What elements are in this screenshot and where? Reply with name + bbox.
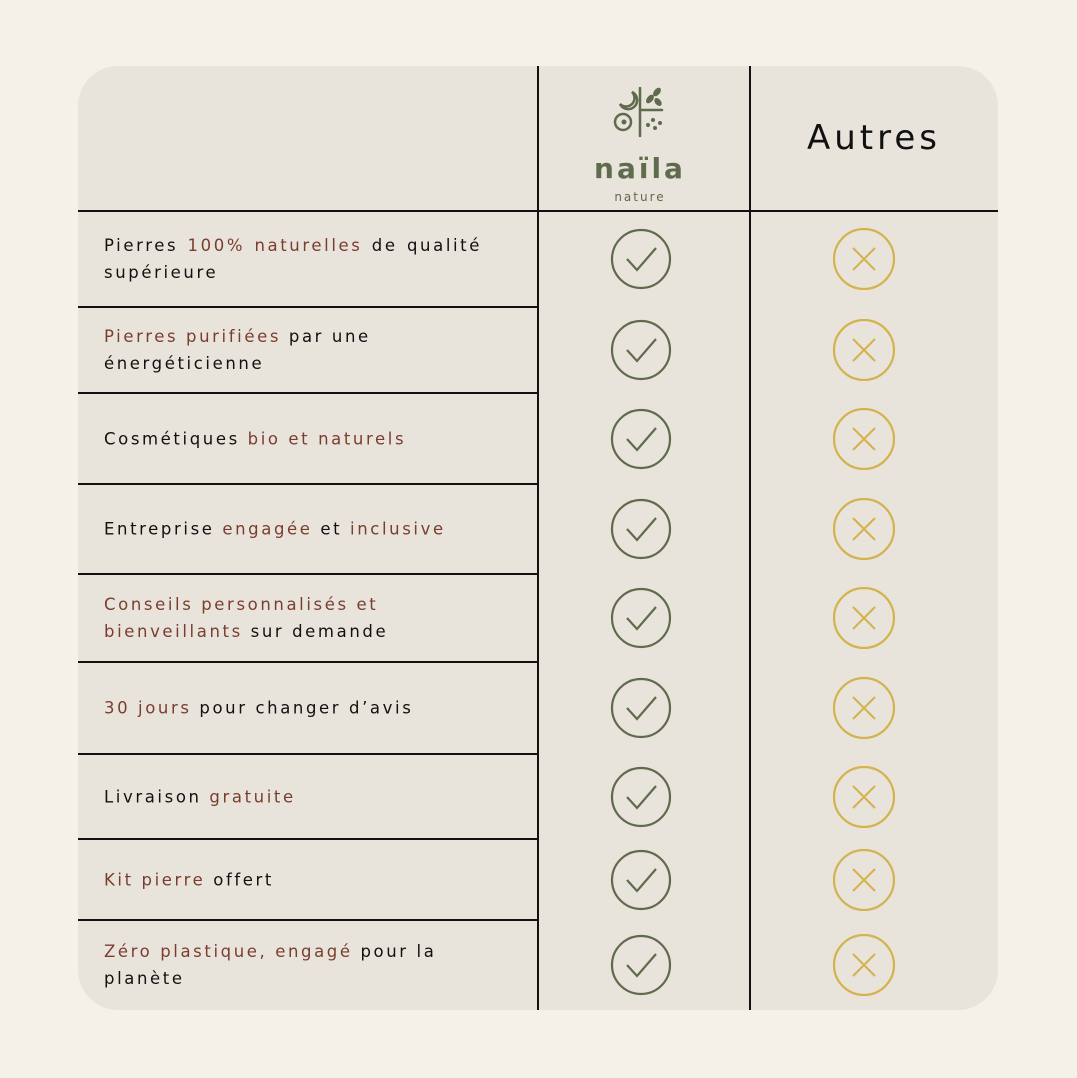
comparison-table: naïla nature Autres Pierres 100% naturel…	[78, 66, 998, 1010]
cross-icon	[832, 586, 896, 650]
highlighted-text: inclusive	[350, 519, 446, 539]
feature-text: pour la planète	[104, 942, 437, 988]
feature-label: 30 jours pour changer d’avis	[104, 695, 482, 722]
others-column-header: Autres	[806, 118, 941, 158]
cross-icon	[832, 848, 896, 911]
column-divider	[537, 66, 539, 1010]
table-row: Livraison gratuite	[78, 754, 998, 840]
highlighted-text: Conseils personnalisés et bienveillants	[104, 595, 379, 641]
feature-label: Entreprise engagée et inclusive	[104, 516, 482, 543]
cross-icon	[832, 407, 896, 470]
feature-text: Livraison	[104, 787, 210, 806]
row-divider	[78, 392, 538, 394]
feature-label: Cosmétiques bio et naturels	[104, 425, 482, 452]
highlighted-text: Kit pierre	[104, 870, 206, 889]
feature-text: de qualité supérieure	[104, 236, 483, 282]
row-divider	[78, 306, 538, 308]
feature-text: par une énergéticienne	[104, 327, 371, 373]
feature-text: Cosmétiques	[104, 429, 248, 448]
feature-text: sur demande	[242, 622, 389, 641]
logo-subtitle: nature	[614, 190, 666, 204]
highlighted-text: 30 jours	[104, 698, 192, 718]
check-icon	[610, 677, 672, 739]
table-row: Pierres purifiées par une énergéticienne	[78, 307, 998, 394]
highlighted-text: Zéro plastique, engagé	[104, 942, 353, 961]
table-row: Conseils personnalisés et bienveillants …	[78, 574, 998, 663]
row-divider	[78, 919, 538, 921]
check-icon	[610, 319, 672, 381]
feature-text: pour changer d’avis	[191, 698, 414, 718]
row-divider	[78, 573, 538, 575]
table-row: Zéro plastique, engagé pour la planète	[78, 920, 998, 1010]
table-row: Entreprise engagée et inclusive	[78, 484, 998, 575]
table-row: Kit pierre offert	[78, 839, 998, 921]
feature-label: Conseils personnalisés et bienveillants …	[104, 591, 482, 645]
column-divider	[749, 66, 751, 1010]
logo-wordmark: naïla	[594, 152, 686, 185]
highlighted-text: engagée	[222, 519, 313, 539]
highlighted-text: bio et naturels	[247, 429, 407, 448]
check-icon	[610, 934, 672, 996]
check-icon	[610, 498, 672, 560]
cross-icon	[832, 676, 896, 740]
check-icon	[610, 849, 672, 911]
highlighted-text: gratuite	[209, 787, 296, 806]
leaf-moon-logo-icon	[613, 86, 664, 138]
cross-icon	[832, 227, 896, 291]
cross-icon	[832, 497, 896, 561]
feature-label: Zéro plastique, engagé pour la planète	[104, 938, 482, 992]
row-divider	[78, 753, 538, 755]
cross-icon	[832, 318, 896, 382]
feature-text: Entreprise	[104, 519, 223, 539]
feature-label: Pierres 100% naturelles de qualité supér…	[104, 232, 482, 286]
feature-text: et	[312, 519, 351, 539]
check-icon	[610, 766, 672, 828]
naila-nature-logo: naïla nature	[540, 84, 740, 204]
table-row: 30 jours pour changer d’avis	[78, 662, 998, 755]
feature-text: offert	[205, 870, 274, 889]
feature-label: Kit pierre offert	[104, 866, 482, 893]
check-icon	[610, 408, 672, 470]
highlighted-text: Pierres purifiées	[104, 327, 282, 346]
table-row: Pierres 100% naturelles de qualité supér…	[78, 211, 998, 308]
feature-label: Pierres purifiées par une énergéticienne	[104, 323, 482, 377]
feature-text: Pierres	[104, 236, 188, 255]
row-divider	[78, 483, 538, 485]
row-divider	[78, 661, 538, 663]
header-divider	[78, 210, 998, 212]
check-icon	[610, 587, 672, 649]
feature-label: Livraison gratuite	[104, 783, 482, 810]
highlighted-text: 100% naturelles	[187, 236, 363, 255]
table-row: Cosmétiques bio et naturels	[78, 393, 998, 485]
cross-icon	[832, 765, 896, 828]
check-icon	[610, 228, 672, 290]
cross-icon	[832, 933, 896, 997]
row-divider	[78, 838, 538, 840]
